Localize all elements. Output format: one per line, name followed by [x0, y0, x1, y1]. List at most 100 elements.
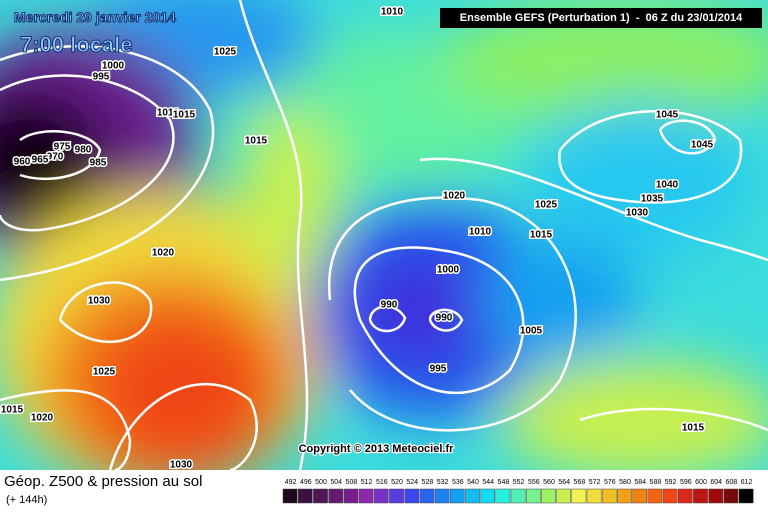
- legend-label: 572: [589, 479, 601, 486]
- isobar-label: 1020: [443, 191, 466, 202]
- isobar-label: 1025: [214, 47, 237, 58]
- legend-swatch: [662, 488, 678, 504]
- background-field: [0, 0, 768, 490]
- legend-label: 584: [634, 479, 646, 486]
- isobar-label: 1005: [520, 326, 543, 337]
- copyright: Copyright © 2013 Meteociel.fr: [299, 443, 455, 455]
- isobar-label: 1045: [656, 110, 679, 121]
- isobar-label: 1000: [437, 265, 460, 276]
- isobar-label: 1020: [31, 413, 54, 424]
- isobar-label: 995: [430, 364, 447, 375]
- legend-swatch: [556, 488, 572, 504]
- isobar-label: 1010: [381, 7, 404, 18]
- legend-label: 548: [498, 479, 510, 486]
- isobar: [108, 382, 258, 472]
- legend-label: 580: [619, 479, 631, 486]
- isobar: [658, 119, 717, 155]
- footer-lead-time: (+ 144h): [6, 494, 47, 506]
- isobar-label: 980: [75, 145, 92, 156]
- legend-swatch: [282, 488, 298, 504]
- isobar-label: 995: [93, 72, 110, 83]
- isobar: [238, 0, 309, 471]
- legend-swatch: [343, 488, 359, 504]
- legend-swatch: [373, 488, 389, 504]
- isobar-label: 985: [90, 158, 107, 169]
- isobar-label: 1030: [170, 460, 193, 471]
- isobar: [428, 308, 464, 332]
- isobar-label: 1000: [102, 61, 125, 72]
- isobar-label: 970: [47, 152, 64, 163]
- legend-label: 592: [665, 479, 677, 486]
- legend-label: 512: [361, 479, 373, 486]
- run-info: Ensemble GEFS (Perturbation 1) - 06 Z du…: [460, 12, 743, 24]
- isobars: [0, 0, 768, 472]
- legend-label: 600: [695, 479, 707, 486]
- legend-label: 524: [406, 479, 418, 486]
- legend-swatch: [404, 488, 420, 504]
- legend-label: 500: [315, 479, 327, 486]
- isobar-label: 1025: [535, 200, 558, 211]
- footer-title: Géop. Z500 & pression au sol: [4, 473, 202, 490]
- legend-label: 568: [574, 479, 586, 486]
- isobar-label: 975: [54, 142, 71, 153]
- isobar: [353, 246, 525, 394]
- legend-swatch: [723, 488, 739, 504]
- map-subtitle: 7:00 locale: [20, 32, 133, 57]
- legend-label: 596: [680, 479, 692, 486]
- isobar-label: 990: [381, 300, 398, 311]
- legend-label: 504: [330, 479, 342, 486]
- isobar-label: 1015: [530, 230, 553, 241]
- legend-swatch: [647, 488, 663, 504]
- legend-swatch: [525, 488, 541, 504]
- legend-label: 492: [285, 479, 297, 486]
- legend-label: 588: [650, 479, 662, 486]
- isobar-label: 1015: [1, 405, 24, 416]
- isobar-label: 965: [32, 155, 49, 166]
- isobar: [368, 305, 407, 333]
- legend-swatch: [419, 488, 435, 504]
- isobar-label: 1045: [691, 140, 714, 151]
- legend-swatch: [480, 488, 496, 504]
- isobar-label: 1030: [88, 296, 111, 307]
- legend-label: 528: [422, 479, 434, 486]
- legend-swatch: [708, 488, 724, 504]
- isobar-label: 960: [14, 157, 31, 168]
- color-legend: 492 496 500 504 508 512 516 520 524 528 532 536 540 5…: [282, 479, 754, 504]
- legend-swatch: [495, 488, 511, 504]
- legend-swatch: [313, 488, 328, 504]
- legend-swatch: [389, 488, 404, 504]
- legend-swatch: [541, 488, 556, 504]
- legend-label: 544: [482, 479, 494, 486]
- legend-label: 564: [558, 479, 570, 486]
- isobar: [58, 281, 153, 344]
- legend-label: 496: [300, 479, 312, 486]
- legend-swatch: [617, 488, 632, 504]
- isobar-label: 1040: [656, 180, 679, 191]
- isobar-label: 1015: [173, 110, 196, 121]
- isobar-label: 1020: [152, 248, 175, 259]
- isobar-label: 1035: [641, 194, 664, 205]
- legend-swatch: [601, 488, 617, 504]
- legend-swatch: [632, 488, 648, 504]
- legend-label: 532: [437, 479, 449, 486]
- legend-label: 516: [376, 479, 388, 486]
- map-title: Mercredi 29 janvier 2014: [14, 9, 176, 25]
- legend-label: 560: [543, 479, 555, 486]
- legend-swatch: [571, 488, 587, 504]
- legend-label: 536: [452, 479, 464, 486]
- isobar: [327, 196, 577, 432]
- isobar: [0, 44, 215, 282]
- legend-label: 552: [513, 479, 525, 486]
- legend-swatch: [510, 488, 526, 504]
- isobar: [19, 130, 102, 181]
- legend-label: 576: [604, 479, 616, 486]
- legend-swatch: [449, 488, 465, 504]
- isobar: [419, 157, 768, 262]
- legend-label: 540: [467, 479, 479, 486]
- legend-label: 612: [741, 479, 753, 486]
- legend-label: 608: [726, 479, 738, 486]
- isobar-label: 1010: [157, 108, 180, 119]
- legend-swatch: [738, 488, 754, 504]
